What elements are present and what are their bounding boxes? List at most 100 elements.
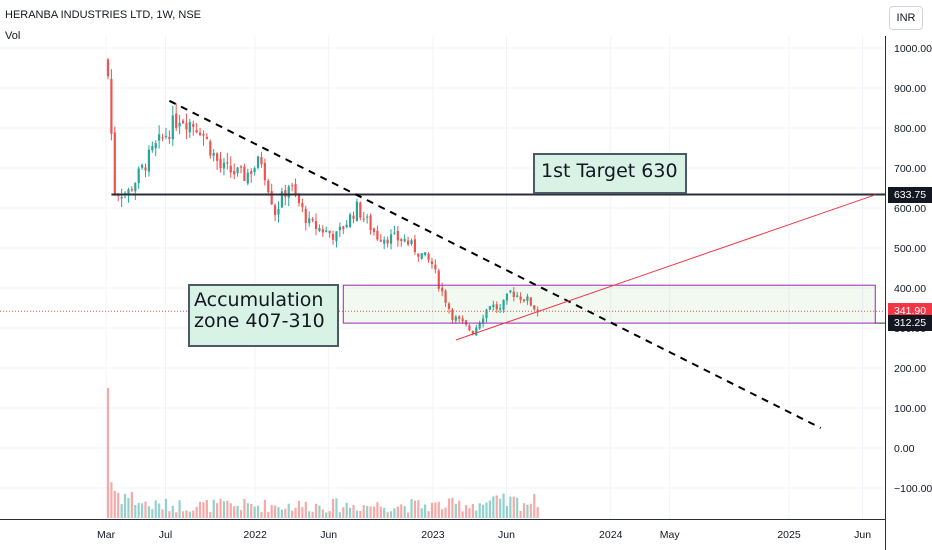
candle-body: [120, 196, 123, 199]
x-tick-label: 2022: [243, 529, 267, 541]
candle-body: [430, 261, 434, 265]
target-annotation[interactable]: 1st Target 630: [533, 153, 687, 194]
accumulation-annotation-line1: Accumulation: [194, 289, 324, 311]
candle-body: [297, 193, 301, 204]
volume-bar: [509, 496, 512, 518]
volume-bar: [212, 499, 215, 518]
candle-body: [236, 167, 239, 174]
candle-body: [318, 227, 321, 231]
candle-body: [267, 180, 270, 193]
volume-bar: [287, 503, 290, 518]
volume-bar: [512, 496, 515, 518]
candle-body: [263, 162, 266, 181]
y-tick-label: 200.00: [894, 363, 926, 375]
candle-body: [216, 153, 219, 161]
x-tick-label: May: [660, 529, 681, 541]
volume-bar: [321, 509, 324, 518]
volume-bar: [366, 505, 369, 518]
volume-bar: [369, 506, 372, 518]
volume-bar: [216, 503, 219, 518]
candle-body: [253, 168, 256, 173]
volume-bar: [308, 511, 311, 518]
candle-body: [192, 123, 195, 127]
chart-drawings: [0, 99, 885, 429]
volume-bar: [502, 493, 505, 518]
uptrend-line: [455, 194, 876, 341]
volume-bar: [420, 508, 423, 518]
candle-body: [335, 231, 338, 242]
volume-bar: [413, 500, 416, 518]
volume-bar: [239, 510, 243, 518]
volume-bar: [236, 505, 239, 518]
volume-bar: [533, 493, 536, 518]
candle-body: [325, 230, 328, 232]
chart-grid: [0, 36, 885, 519]
candle-body: [106, 59, 110, 77]
volume-bar: [400, 504, 403, 518]
volume-bar: [120, 504, 123, 518]
candle-body: [134, 182, 137, 192]
volume-bar: [113, 490, 116, 518]
candle-body: [144, 167, 147, 171]
candle-body: [164, 136, 168, 138]
candle-body: [355, 201, 359, 221]
candle-body: [379, 239, 382, 242]
volume-bar: [338, 512, 341, 518]
candle-body: [533, 305, 536, 310]
x-tick-label: Jul: [159, 529, 172, 541]
volume-bar: [253, 506, 256, 518]
volume-bar: [482, 504, 485, 518]
candle-body: [526, 296, 529, 301]
candle-body: [451, 309, 454, 320]
volume-bar: [529, 503, 532, 518]
candle-body: [488, 306, 492, 310]
volume-bar: [454, 503, 457, 518]
candle-body: [311, 218, 314, 221]
candle-body: [509, 290, 512, 293]
x-tick-label: 2024: [599, 529, 623, 541]
volume-bar: [536, 507, 539, 518]
candle-body: [458, 316, 461, 319]
candle-body: [376, 230, 379, 240]
accumulation-annotation[interactable]: Accumulation zone 407-310: [188, 284, 339, 347]
candle-body: [403, 238, 406, 242]
candle-body: [386, 239, 389, 244]
volume-bar: [181, 511, 185, 518]
candle-body: [308, 218, 311, 224]
volume-bar: [277, 507, 280, 518]
volume-bar: [471, 503, 474, 518]
symbol-title: HERANBA INDUSTRIES LTD, 1W, NSE: [5, 9, 202, 21]
candle-body: [417, 253, 420, 257]
volume-bar: [229, 503, 232, 518]
volume-indicator-label[interactable]: Vol: [5, 30, 21, 42]
candle-body: [202, 134, 205, 136]
candle-body: [444, 290, 447, 303]
volume-bar: [499, 498, 502, 518]
volume-bar: [192, 510, 195, 518]
volume-bar: [526, 504, 529, 518]
candle-body: [161, 137, 164, 139]
x-tick-label: Jun: [854, 529, 871, 541]
volume-bar: [314, 503, 318, 518]
candle-body: [175, 113, 178, 128]
volume-bar: [137, 502, 140, 518]
candle-body: [185, 123, 188, 130]
candle-body: [434, 264, 437, 270]
volume-bar: [110, 482, 113, 518]
candle-body: [420, 253, 423, 259]
volume-bar: [461, 511, 464, 518]
accumulation-annotation-line2: zone 407-310: [194, 309, 325, 332]
volume-bar: [383, 507, 386, 518]
currency-button[interactable]: INR: [889, 6, 923, 30]
y-tick-label: −100.00: [894, 483, 932, 495]
volume-bar: [342, 507, 345, 518]
volume-bar: [188, 511, 191, 518]
candle-body: [260, 157, 263, 165]
x-tick-label: Mar: [97, 529, 116, 541]
volume-bar: [263, 499, 266, 518]
candle-body: [468, 325, 471, 331]
volume-bar: [304, 501, 307, 518]
candle-body: [492, 304, 495, 308]
candle-body: [396, 230, 399, 241]
